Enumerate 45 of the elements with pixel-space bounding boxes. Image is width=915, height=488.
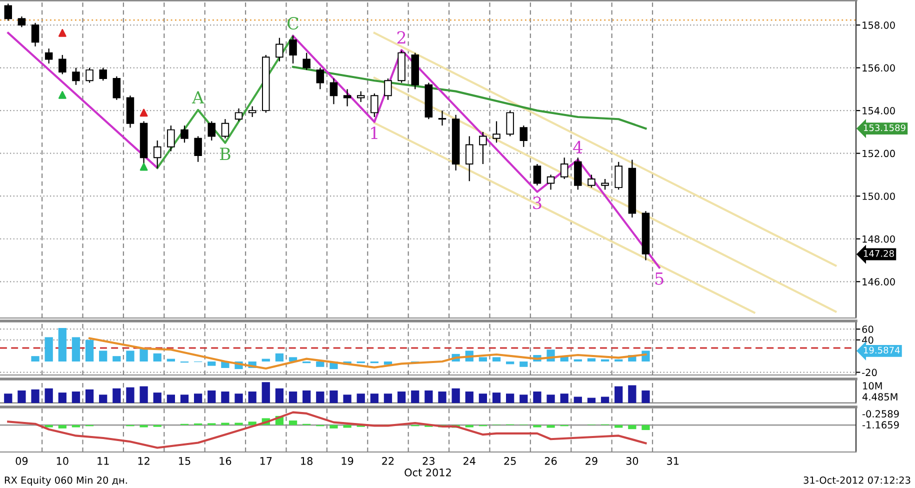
annotation: 5: [655, 272, 664, 285]
text: -0.2589: [862, 410, 899, 418]
y-tick-label: 158.00: [862, 22, 895, 29]
x-tick-label: 25: [504, 457, 516, 465]
x-tick-label: 24: [464, 457, 476, 465]
x-tick-label: 31: [667, 457, 679, 465]
x-tick-label: 19: [342, 457, 354, 465]
y-tick-label: -20: [862, 368, 877, 376]
y-tick-label: 150.00: [862, 192, 895, 200]
annotation: 2: [397, 31, 406, 44]
text: 147.28: [864, 250, 894, 257]
x-tick-label: 15: [179, 457, 190, 465]
annotation: B: [220, 148, 230, 160]
x-axis-title: Oct 2012: [404, 468, 451, 476]
x-tick-label: 22: [382, 457, 394, 465]
annotation: 1: [371, 126, 378, 139]
annotation: C: [288, 17, 298, 30]
x-tick-label: 11: [98, 457, 109, 465]
x-tick-label: 09: [16, 457, 28, 465]
x-tick-label: 16: [220, 457, 232, 465]
y-tick-label: 156.00: [862, 64, 895, 72]
y-tick-label: 152.00: [862, 150, 895, 158]
text: 153.1589: [864, 124, 906, 132]
x-tick-label: 10: [56, 457, 68, 465]
text: 10M: [863, 382, 882, 390]
annotation: A: [192, 91, 204, 104]
x-tick-label: 12: [138, 457, 150, 465]
y-tick-label: 40: [862, 336, 874, 344]
text: 19.5874: [864, 346, 900, 354]
text: 4.485M: [862, 393, 898, 401]
text: 31-Oct-2012 07:12:23: [804, 476, 910, 484]
x-tick-label: 26: [544, 457, 557, 465]
y-tick-label: 60: [862, 326, 874, 333]
y-tick-label: 148.00: [862, 235, 895, 243]
annotation: 4: [573, 140, 582, 154]
annotation: 3: [533, 196, 542, 210]
text: -1.1659: [862, 421, 899, 429]
y-tick-label: 154.00: [862, 107, 895, 114]
x-tick-label: 17: [260, 457, 272, 465]
y-tick-label: 146.00: [862, 278, 895, 286]
x-tick-label: 29: [586, 457, 598, 465]
x-tick-label: 18: [301, 457, 312, 465]
text: RX Equity 060 Min 20 дн.: [4, 476, 127, 486]
x-tick-label: 30: [626, 457, 638, 465]
x-tick-label: 23: [422, 457, 434, 465]
